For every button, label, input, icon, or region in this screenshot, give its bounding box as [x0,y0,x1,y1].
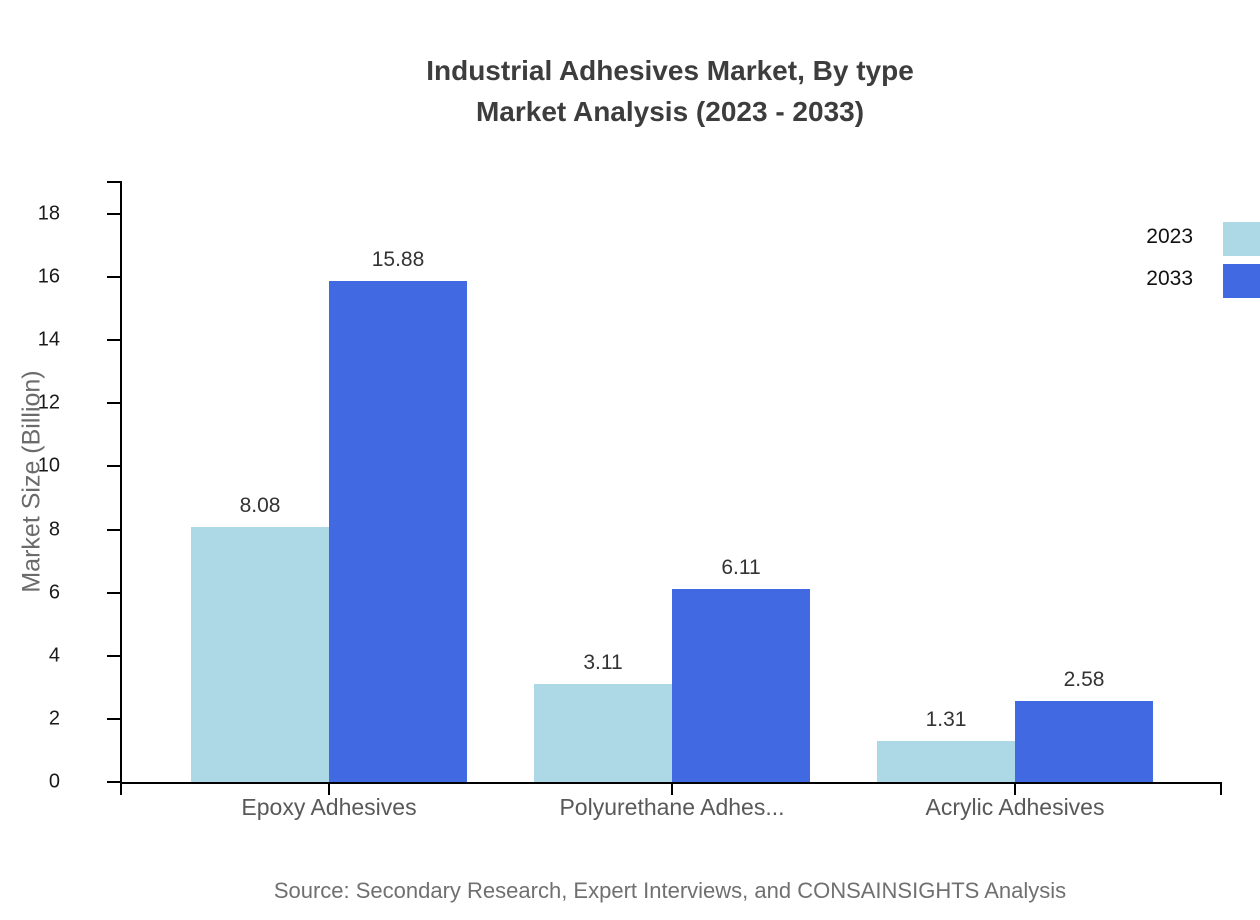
chart-subtitle: Market Analysis (2023 - 2033) [475,96,865,127]
y-axis-tick [107,465,120,468]
y-axis-tick [107,402,120,405]
category-label: Polyurethane Adhes... [559,794,785,820]
source-note: Source: Secondary Research, Expert Inter… [273,878,1067,903]
y-axis-tick [107,276,120,279]
y-axis-tick [107,654,120,657]
bar-2033-Epoxy Adhesives [329,280,467,782]
y-axis-tick [107,591,120,594]
y-tick-label: 6 [48,581,60,604]
bar-2033-Polyurethane Adhes... [672,589,810,782]
y-axis-tick [107,339,120,342]
y-tick-label: 2 [48,707,60,730]
bar-value-label: 6.11 [721,556,761,580]
category-label: Epoxy Adhesives [241,794,417,820]
bar-2023-Epoxy Adhesives [191,527,329,782]
legend-label: 2023 [1146,225,1193,248]
bar-2023-Polyurethane Adhes... [534,683,672,782]
x-axis-tick [1014,782,1016,795]
y-tick-label: 8 [48,518,60,541]
y-axis-tick [107,781,120,783]
bar-value-label: 1.31 [925,707,967,731]
x-axis-tick [671,782,673,795]
legend-swatch [1223,222,1260,256]
y-tick-label: 0 [48,770,60,793]
y-axis-tick [107,528,120,531]
plot-area: 0 2 4 6 8 10 12 14 16 18 Epoxy Adhesives 8.08 15.88 P… [38,181,1222,820]
bar-value-label: 2.58 [1063,667,1105,691]
bar-value-label: 8.08 [239,493,281,517]
y-axis-end-tick [107,181,120,183]
chart-title: Industrial Adhesives Market, By type [426,55,914,86]
y-axis-line-extension [120,782,122,795]
y-tick-label: 4 [48,644,60,667]
bar-value-label: 15.88 [371,247,425,271]
legend-swatch [1223,264,1260,298]
x-axis-tick [328,782,330,795]
y-axis-tick [107,717,120,720]
x-axis-end-tick [1220,782,1222,795]
chart-title-block: Industrial Adhesives Market, By type Mar… [120,50,1220,132]
y-tick-label: 14 [37,328,60,351]
legend-item-2033[interactable]: 2033 [1100,264,1260,298]
y-tick-label: 10 [37,454,60,477]
y-axis-tick [107,212,120,215]
legend-label: 2033 [1146,267,1193,290]
legend-item-2023[interactable]: 2023 [1100,222,1260,256]
bar-2033-Acrylic Adhesives [1015,700,1153,782]
y-tick-label: 12 [37,391,60,414]
bar-value-label: 3.11 [583,650,623,674]
y-tick-label: 16 [37,265,60,288]
bar-2023-Acrylic Adhesives [877,740,1015,782]
category-label: Acrylic Adhesives [925,794,1105,820]
y-tick-label: 18 [37,202,60,225]
